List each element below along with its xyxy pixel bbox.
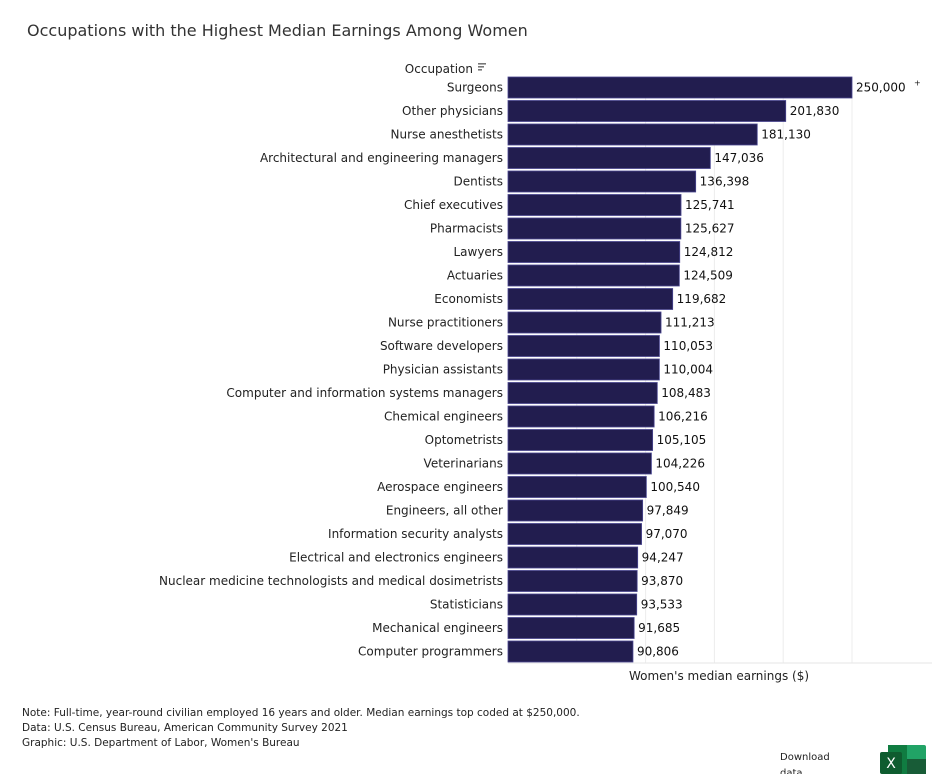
data-label: 124,812 [684, 245, 734, 259]
bar [507, 429, 654, 451]
category-label: Nurse practitioners [388, 316, 503, 330]
notes: Note: Full-time, year-round civilian emp… [22, 706, 580, 751]
bar [507, 241, 681, 263]
bar [507, 100, 787, 122]
category-label: Lawyers [453, 245, 503, 259]
category-label: Chief executives [404, 198, 503, 212]
bar [507, 570, 638, 592]
bar [507, 523, 642, 545]
category-label: Veterinarians [424, 457, 503, 471]
category-label: Physician assistants [383, 363, 503, 377]
bar [507, 311, 662, 334]
data-label: 106,216 [658, 410, 708, 424]
category-label: Actuaries [447, 269, 503, 283]
bar [507, 405, 655, 428]
bar [507, 640, 634, 663]
data-label: 110,053 [663, 339, 713, 353]
category-label: Dentists [454, 175, 503, 189]
bar [507, 170, 697, 193]
data-label: 125,627 [685, 222, 735, 236]
data-label: 125,741 [685, 198, 735, 212]
bar [507, 452, 652, 475]
bar [507, 288, 674, 310]
category-label: Architectural and engineering managers [260, 151, 503, 165]
category-label: Other physicians [402, 104, 503, 118]
bar [507, 546, 639, 569]
category-label: Software developers [380, 339, 503, 353]
category-label: Engineers, all other [386, 504, 503, 518]
bar [507, 147, 711, 169]
data-label: 201,830 [790, 104, 840, 118]
data-label: 136,398 [700, 175, 750, 189]
data-label: 108,483 [661, 386, 711, 400]
bar-chart: Occupation Surgeons 250,000 + Other physicia… [159, 62, 932, 683]
category-label: Information security analysts [328, 527, 503, 541]
data-label: 105,105 [657, 433, 707, 447]
bar [507, 382, 658, 404]
data-label: 97,849 [647, 504, 689, 518]
bar [507, 499, 644, 522]
y-axis-title: Occupation [405, 62, 473, 76]
sort-icon [478, 63, 486, 71]
bar [507, 76, 853, 99]
category-label: Computer programmers [358, 645, 503, 659]
bar [507, 123, 758, 146]
data-label: 104,226 [655, 457, 705, 471]
svg-text:X: X [886, 756, 896, 772]
category-label: Nurse anesthetists [391, 128, 504, 142]
data-source: Data: U.S. Census Bureau, American Commu… [22, 722, 348, 734]
category-label: Economists [434, 292, 503, 306]
bar [507, 358, 660, 381]
note-line: Note: Full-time, year-round civilian emp… [22, 707, 580, 719]
download-data-link[interactable]: Download data [780, 752, 830, 774]
data-label: 94,247 [642, 551, 684, 565]
chart-title: Occupations with the Highest Median Earn… [27, 21, 528, 40]
data-label: 93,870 [641, 574, 683, 588]
bar [507, 264, 680, 287]
top-code-mark: + [914, 79, 921, 88]
category-label: Pharmacists [430, 222, 503, 236]
bar [507, 217, 682, 240]
data-label: 124,509 [683, 269, 733, 283]
category-label: Electrical and electronics engineers [289, 551, 503, 565]
data-label: 91,685 [638, 621, 680, 635]
data-label: 119,682 [677, 292, 727, 306]
data-label: 250,000 [856, 81, 906, 95]
data-label: 111,213 [665, 316, 715, 330]
category-label: Computer and information systems manager… [226, 386, 503, 400]
data-label: 147,036 [714, 151, 764, 165]
bar [507, 476, 647, 498]
data-label: 90,806 [637, 645, 679, 659]
data-label: 110,004 [663, 363, 713, 377]
x-axis-title: Women's median earnings ($) [629, 669, 809, 683]
category-label: Surgeons [447, 81, 503, 95]
bar [507, 335, 660, 357]
data-label: 93,533 [641, 598, 683, 612]
category-label: Optometrists [425, 433, 503, 447]
category-label: Nuclear medicine technologists and medic… [159, 574, 503, 588]
data-label: 97,070 [646, 527, 688, 541]
excel-download-icon[interactable]: X [880, 745, 926, 774]
data-label: 181,130 [761, 128, 811, 142]
category-label: Mechanical engineers [372, 621, 503, 635]
bar [507, 593, 638, 616]
category-label: Statisticians [430, 598, 503, 612]
category-label: Chemical engineers [384, 410, 503, 424]
category-label: Aerospace engineers [377, 480, 503, 494]
bar [507, 617, 635, 639]
bar [507, 194, 682, 216]
data-label: 100,540 [650, 480, 700, 494]
graphic-credit: Graphic: U.S. Department of Labor, Women… [22, 737, 300, 749]
